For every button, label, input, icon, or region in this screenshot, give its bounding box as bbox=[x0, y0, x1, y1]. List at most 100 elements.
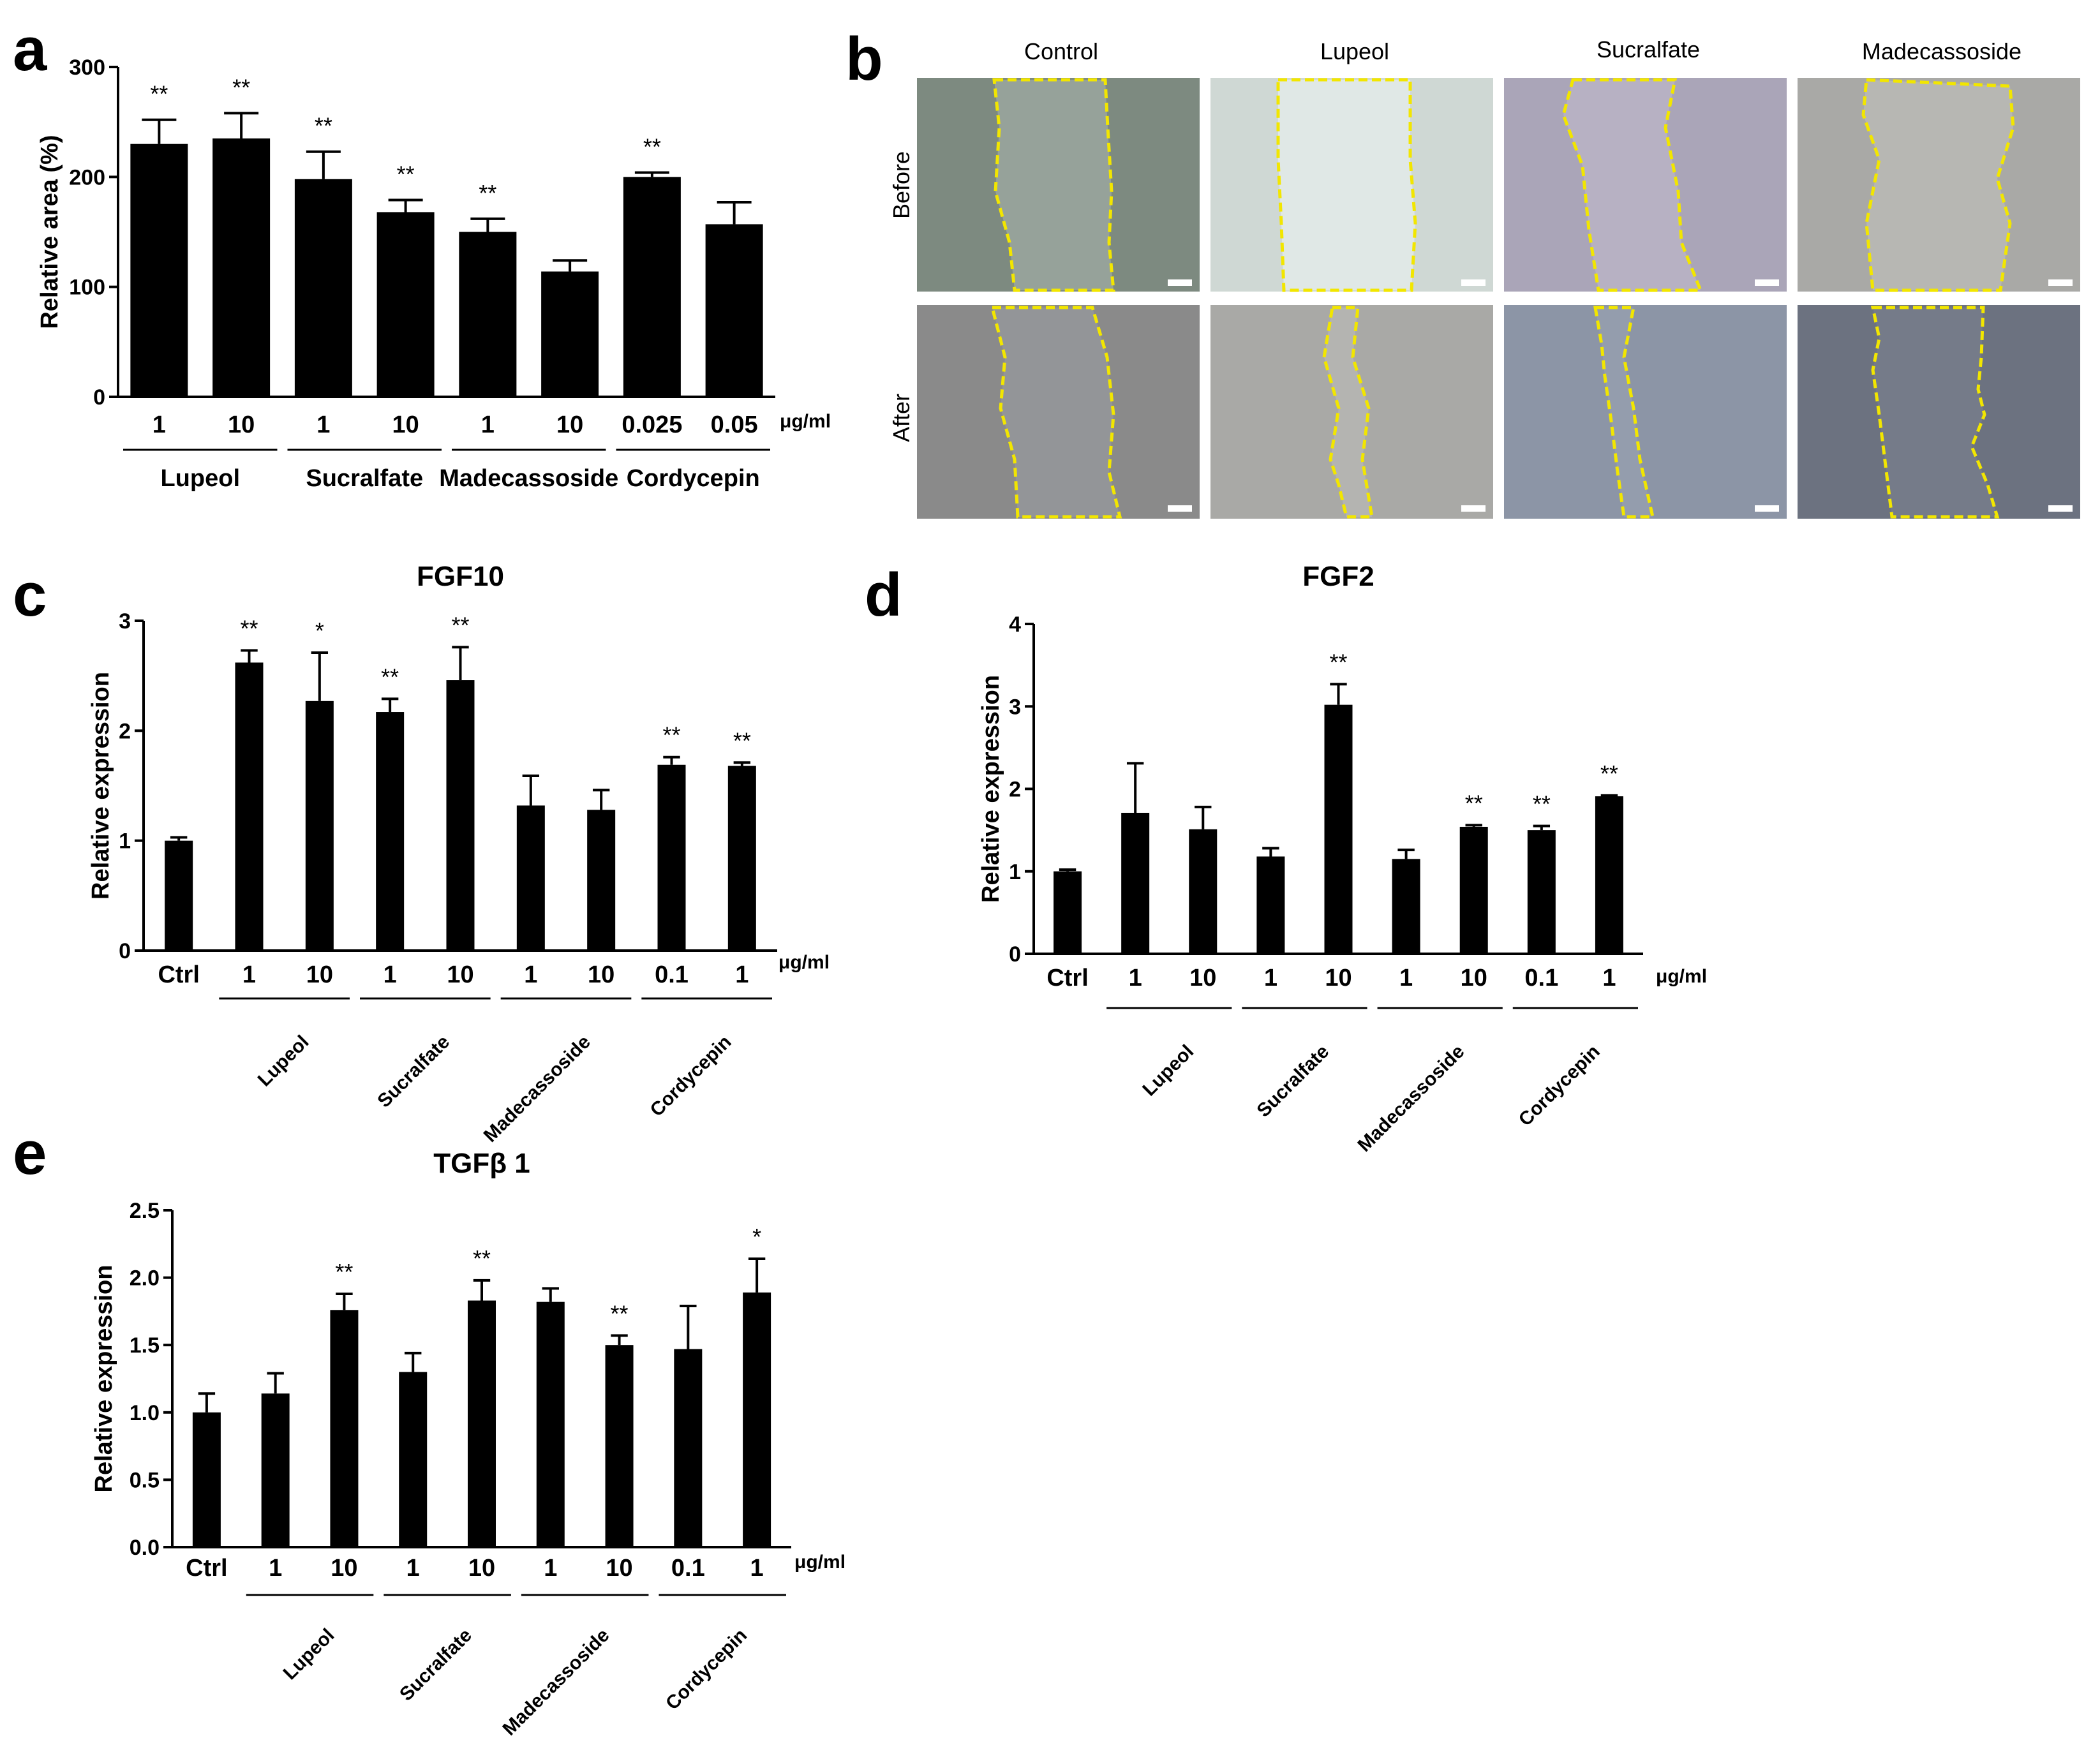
x-tick-label: 0.05 bbox=[711, 412, 758, 438]
panel-label-a: a bbox=[13, 15, 47, 84]
microscopy-row-label-after: After bbox=[888, 394, 914, 442]
microscopy-column-header-sucralfate: Sucralfate bbox=[1597, 36, 1700, 63]
y-tick-label: 3 bbox=[119, 609, 131, 634]
x-tick-label: 10 bbox=[228, 412, 255, 438]
y-tick-label: 2.5 bbox=[130, 1199, 160, 1223]
x-tick-label: 1 bbox=[481, 412, 495, 438]
bar bbox=[536, 1302, 565, 1547]
significance-marker: ** bbox=[479, 180, 496, 206]
x-tick-label: 10 bbox=[1325, 965, 1352, 991]
microscopy-column-header-madecassoside: Madecassoside bbox=[1862, 38, 2022, 64]
chart-title: FGF10 bbox=[417, 561, 504, 592]
scale-bar-before-lupeol bbox=[1461, 279, 1486, 286]
microscopy-column-header-control: Control bbox=[1024, 38, 1098, 64]
significance-marker: * bbox=[315, 618, 324, 644]
x-tick-label: 10 bbox=[606, 1555, 632, 1582]
bar bbox=[165, 840, 193, 951]
bar bbox=[674, 1349, 703, 1547]
bar bbox=[705, 224, 763, 397]
unit-label: μg/ml bbox=[1656, 966, 1707, 987]
bar bbox=[399, 1372, 428, 1547]
bar bbox=[446, 680, 475, 951]
bar bbox=[376, 712, 405, 951]
significance-marker: ** bbox=[1329, 649, 1347, 675]
significance-marker: ** bbox=[451, 612, 469, 638]
scale-bar-after-sucralfate bbox=[1755, 505, 1779, 512]
y-tick-label: 2.0 bbox=[130, 1266, 160, 1291]
bar bbox=[376, 212, 435, 397]
y-tick-label: 0 bbox=[1009, 942, 1021, 967]
significance-marker: ** bbox=[473, 1245, 491, 1272]
y-tick-label: 1 bbox=[119, 829, 131, 854]
significance-marker: ** bbox=[1465, 790, 1483, 816]
significance-marker: ** bbox=[335, 1259, 353, 1285]
x-tick-label: 1 bbox=[524, 961, 537, 988]
x-tick-label: 1 bbox=[1399, 965, 1413, 991]
x-tick-label: 10 bbox=[468, 1555, 495, 1582]
y-tick-label: 1 bbox=[1009, 860, 1021, 884]
x-tick-label: 10 bbox=[1189, 965, 1216, 991]
wound-region-after-sucralfate bbox=[1593, 306, 1655, 519]
bar bbox=[623, 177, 681, 397]
bar bbox=[330, 1310, 359, 1547]
y-tick-label: 0.5 bbox=[130, 1468, 160, 1492]
chart-c: FGF10 0 1 2 3 Relative expression Ctrl ** 1 * 10 **… bbox=[87, 561, 830, 1146]
x-tick-label: 10 bbox=[1461, 965, 1487, 991]
bar bbox=[1595, 796, 1623, 954]
microscopy-panel: Control Lupeol Sucralfate Madecassoside … bbox=[888, 36, 2080, 519]
bar bbox=[1324, 704, 1353, 954]
panel-label-e: e bbox=[13, 1119, 47, 1187]
bar bbox=[657, 764, 686, 951]
significance-marker: ** bbox=[240, 616, 258, 642]
y-tick-label: 4 bbox=[1009, 612, 1021, 637]
bar bbox=[743, 1292, 771, 1547]
bar bbox=[294, 179, 352, 397]
unit-label: μg/ml bbox=[794, 1552, 845, 1573]
scale-bar-before-control bbox=[1168, 279, 1192, 286]
group-label: Lupeol bbox=[1138, 1041, 1198, 1101]
wound-region-after-control bbox=[990, 306, 1122, 519]
y-axis-label: Relative expression bbox=[87, 672, 114, 900]
x-tick-label: 1 bbox=[750, 1555, 764, 1582]
x-tick-label: 0.1 bbox=[655, 961, 689, 988]
y-axis-label: Relative expression bbox=[91, 1265, 117, 1493]
y-tick-label: 0.0 bbox=[130, 1536, 160, 1560]
y-tick-label: 1.5 bbox=[130, 1333, 160, 1358]
significance-marker: ** bbox=[1600, 760, 1618, 787]
y-tick-label: 0 bbox=[119, 939, 131, 963]
group-label: Sucralfate bbox=[306, 465, 423, 492]
x-tick-label: 1 bbox=[735, 961, 748, 988]
x-tick-label: 1 bbox=[384, 961, 397, 988]
group-label: Cordycepin bbox=[1515, 1041, 1604, 1131]
significance-marker: ** bbox=[1533, 791, 1551, 817]
bar bbox=[1054, 871, 1082, 954]
unit-label: μg/ml bbox=[780, 411, 831, 432]
bar bbox=[587, 810, 616, 951]
x-tick-label: 1 bbox=[406, 1555, 420, 1582]
x-tick-label: 1 bbox=[1129, 965, 1142, 991]
y-tick-label: 3 bbox=[1009, 695, 1021, 719]
bar bbox=[261, 1393, 290, 1547]
bar bbox=[459, 232, 517, 397]
y-tick-label: 300 bbox=[69, 56, 105, 80]
group-label: Cordycepin bbox=[627, 465, 760, 492]
group-label: Madecassoside bbox=[1353, 1041, 1468, 1156]
x-tick-label: 10 bbox=[556, 412, 583, 438]
bar bbox=[1527, 830, 1556, 954]
y-tick-label: 2 bbox=[1009, 778, 1021, 802]
significance-marker: ** bbox=[381, 664, 399, 690]
panel-label-c: c bbox=[13, 561, 47, 629]
group-label: Sucralfate bbox=[396, 1625, 476, 1705]
x-tick-label: 1 bbox=[153, 412, 166, 438]
scale-bar-after-control bbox=[1168, 505, 1192, 512]
wound-region-after-madecassoside bbox=[1870, 306, 2000, 519]
y-tick-label: 1.0 bbox=[130, 1401, 160, 1425]
x-tick-label: 10 bbox=[588, 961, 614, 988]
bar bbox=[1459, 826, 1488, 954]
bar bbox=[130, 144, 188, 397]
chart-title: TGFβ 1 bbox=[433, 1148, 530, 1179]
scale-bar-before-sucralfate bbox=[1755, 279, 1779, 286]
x-tick-label: 10 bbox=[447, 961, 473, 988]
scale-bar-before-madecassoside bbox=[2048, 279, 2073, 286]
chart-e: TGFβ 1 0.0 0.5 1.0 1.5 2.0 2.5 Relative express… bbox=[91, 1148, 845, 1740]
